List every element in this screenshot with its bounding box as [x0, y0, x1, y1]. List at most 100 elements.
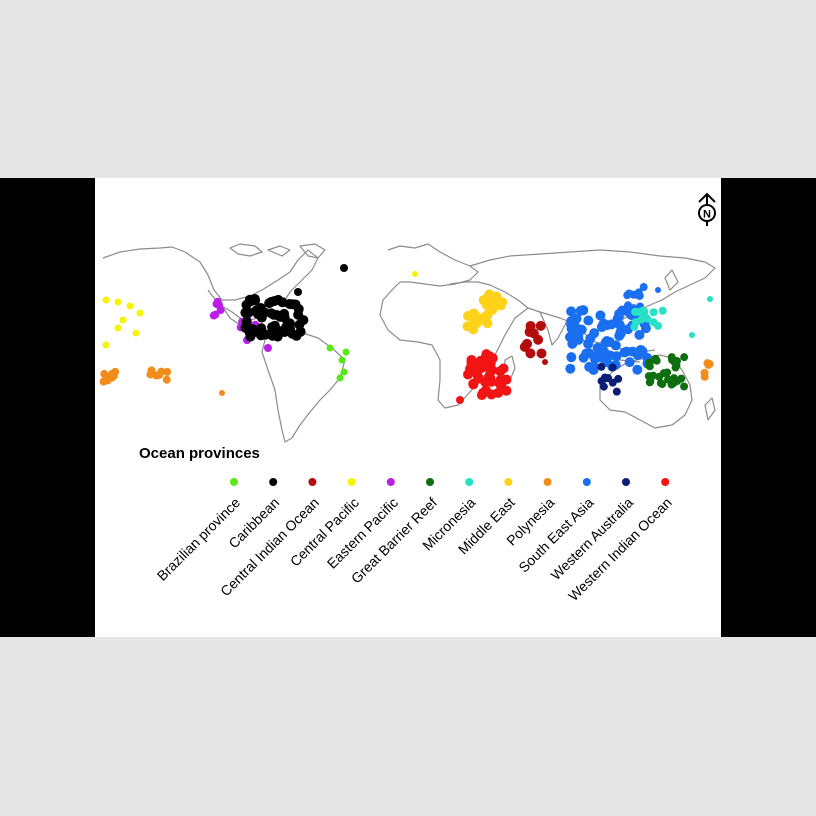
occurrence-point	[645, 358, 654, 367]
greenland-coast	[299, 243, 326, 259]
europe-coast	[387, 243, 479, 287]
occurrence-point	[247, 328, 258, 339]
occurrence-point	[495, 374, 506, 385]
new-zealand-coast	[704, 397, 716, 421]
occurrence-point	[340, 264, 348, 272]
occurrence-point	[615, 328, 626, 339]
india-coast	[539, 311, 569, 346]
occurrence-point	[680, 353, 689, 362]
occurrence-point	[608, 363, 617, 372]
occurrence-point	[501, 385, 512, 396]
occurrence-point	[652, 356, 661, 365]
occurrence-point	[412, 271, 418, 277]
occurrence-point	[468, 378, 479, 389]
occurrence-point	[624, 357, 635, 368]
compass-letter: N	[703, 209, 711, 221]
occurrence-point	[575, 305, 586, 316]
occurrence-point	[342, 348, 350, 356]
occurrence-point	[216, 306, 225, 315]
occurrence-point	[136, 309, 144, 317]
occurrence-point	[613, 312, 624, 323]
occurrence-point	[277, 297, 288, 308]
north-arrow-icon: N	[693, 192, 721, 233]
occurrence-point	[497, 297, 508, 308]
occurrence-point	[285, 323, 296, 334]
legend-swatch	[308, 478, 317, 486]
occurrence-point	[482, 300, 493, 311]
occurrence-point	[600, 337, 611, 348]
legend-swatches	[230, 478, 670, 486]
occurrence-point	[583, 315, 594, 326]
occurrence-point	[132, 329, 140, 337]
legend-swatch	[504, 478, 513, 486]
occurrence-point	[632, 364, 643, 375]
occurrence-point	[629, 290, 638, 299]
legend-swatch	[386, 478, 395, 486]
asia-coast	[469, 249, 716, 339]
occurrence-point	[462, 321, 473, 332]
occurrence-point	[533, 334, 544, 345]
occurrence-point	[610, 340, 621, 351]
occurrence-point	[567, 338, 578, 349]
occurrence-point	[595, 352, 606, 363]
occurrence-point	[621, 346, 632, 357]
occurrence-point	[241, 316, 252, 327]
north-america-coast	[102, 246, 319, 321]
occurrence-point	[611, 351, 622, 362]
occurrence-point	[340, 368, 348, 376]
occurrence-point	[536, 348, 547, 359]
occurrence-point	[634, 329, 645, 340]
occurrence-point	[264, 344, 272, 352]
legend-swatch	[230, 478, 238, 486]
occurrence-point	[667, 353, 676, 362]
occurrence-point	[102, 296, 110, 304]
occurrence-point	[597, 362, 606, 371]
africa-coast	[379, 281, 529, 409]
occurrence-point	[639, 306, 648, 315]
occurrence-point	[663, 368, 672, 377]
occurrence-point	[107, 369, 116, 378]
occurrence-point	[707, 296, 713, 302]
occurrence-point	[480, 377, 491, 388]
occurrence-point	[667, 380, 676, 389]
occurrence-point	[614, 319, 625, 330]
coastlines	[102, 243, 716, 443]
occurrence-point	[476, 390, 487, 401]
occurrence-point	[566, 315, 577, 326]
arctic-coast	[229, 243, 291, 257]
occurrence-point	[649, 371, 658, 380]
occurrence-point	[211, 310, 220, 319]
occurrence-point	[600, 373, 609, 382]
occurrence-point	[114, 324, 122, 332]
japan-coast	[664, 269, 679, 291]
occurrence-point	[279, 308, 290, 319]
occurrence-point	[463, 369, 474, 380]
occurrence-point	[599, 382, 608, 391]
occurrence-point	[102, 341, 110, 349]
occurrence-point	[575, 324, 586, 335]
occurrence-point	[612, 387, 621, 396]
legend-swatch	[543, 478, 552, 486]
occurrence-point	[468, 308, 479, 319]
occurrence-point	[244, 296, 255, 307]
occurrence-point	[689, 332, 695, 338]
occurrence-point	[338, 356, 346, 364]
occurrence-point	[631, 318, 640, 327]
occurrence-point	[482, 318, 493, 329]
occurrence-point	[658, 380, 667, 389]
occurrence-point	[114, 298, 122, 306]
occurrence-point	[606, 319, 617, 330]
occurrence-point	[658, 306, 667, 315]
occurrence-point	[680, 382, 689, 391]
occurrence-point	[119, 316, 127, 324]
occurrence-point	[287, 299, 298, 310]
occurrence-point	[623, 291, 632, 300]
occurrence-point	[472, 370, 483, 381]
occurrence-point	[100, 369, 109, 378]
legend-swatch	[622, 478, 630, 486]
occurrence-point	[655, 287, 661, 293]
occurrence-point	[595, 310, 606, 321]
occurrence-point	[566, 352, 577, 363]
legend-title: Ocean provinces	[139, 445, 260, 462]
occurrence-point	[700, 368, 709, 377]
